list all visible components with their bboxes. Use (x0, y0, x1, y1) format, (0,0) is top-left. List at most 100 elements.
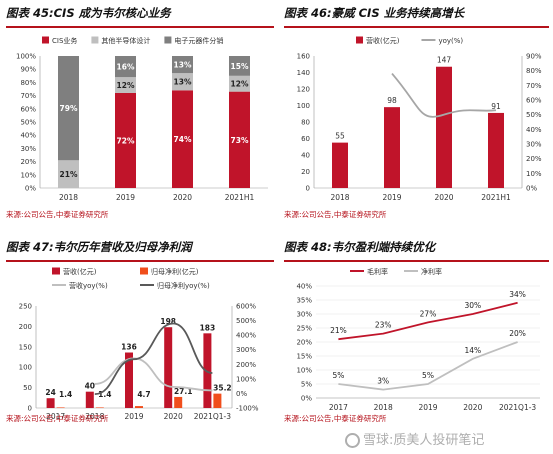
source-note: 来源:公司公告,中泰证券研究所 (284, 414, 387, 423)
chart-cis-share: CIS业务 其他半导体设计 电子元器件分销 0% 10% 20% 30% 40% 50% 60% 7… (16, 36, 268, 202)
profit-data-label: 35.2 (213, 384, 232, 393)
y-tick-label: 0 (306, 185, 310, 193)
y2-tick-label: 80% (526, 67, 542, 75)
revenue-data-label: 198 (160, 317, 176, 326)
x-tick-label: 2021Q1-3 (499, 403, 536, 412)
bar-data-label: 74% (174, 135, 192, 144)
legend-label-0: 毛利率 (367, 267, 388, 276)
legend-label-1: 其他半导体设计 (101, 36, 150, 45)
y2-tick-label: 60% (526, 97, 542, 105)
y-tick-label: 70% (20, 92, 36, 100)
data-label: 20% (509, 329, 526, 338)
x-tick-label: 2020 (434, 193, 453, 202)
bar-data-label: 13% (174, 78, 192, 87)
profit-data-label: 1.4 (59, 390, 72, 399)
revenue-data-label: 40 (85, 382, 95, 391)
y-tick-label: 80 (301, 119, 310, 127)
bar-data-label: 13% (174, 61, 192, 70)
panel-revenue-profit: 图表 47:韦尔历年营收及归母净利润 营收(亿元) 归母净利(亿元) 营收yoy(%… (6, 238, 274, 430)
y-tick-label: 40% (296, 283, 312, 291)
y-tick-label: 40 (301, 152, 310, 160)
profit-bar (174, 396, 183, 408)
y-tick-label: 150 (19, 343, 32, 351)
snowball-icon (345, 433, 360, 448)
yoy-line (391, 73, 497, 118)
bar-segment (229, 56, 250, 76)
x-tick-label: 2018 (85, 412, 104, 420)
y-tick-label: 20% (296, 339, 312, 347)
y-tick-label: 120 (297, 86, 310, 94)
y-tick-label: 250 (19, 303, 32, 311)
data-label: 23% (375, 321, 392, 330)
y-tick-label: 0% (301, 395, 312, 403)
y-tick-label: 50 (23, 384, 32, 392)
legend-swatch-0 (42, 36, 49, 44)
y-tick-label: 20% (20, 158, 36, 166)
y-tick-label: 40% (20, 132, 36, 140)
x-tick-label: 2017 (46, 412, 65, 420)
bar-data-label: 12% (231, 80, 249, 89)
y-tick-label: 20 (301, 168, 310, 176)
y2-tick-label: 20% (526, 155, 542, 163)
bar (332, 142, 348, 188)
revenue-data-label: 24 (45, 388, 55, 397)
bar (488, 112, 504, 188)
y-tick-label: 90% (20, 66, 36, 74)
bar-data-label: 98 (387, 96, 397, 105)
x-tick-label: 2017 (329, 403, 348, 412)
x-tick-label: 2018 (330, 193, 349, 202)
panel-omnivision-growth: 图表 46:豪威 CIS 业务持续高增长 营收(亿元) yoy(%) 0 20 40 60… (284, 4, 549, 222)
bar-segment (115, 56, 136, 78)
y-tick-label: 60% (20, 105, 36, 113)
legend-label: 营收(亿元) (63, 267, 97, 276)
watermark: 雪球:质美人投研笔记 (345, 429, 484, 448)
y-tick-label: 0% (25, 185, 36, 193)
legend-swatch-0 (356, 36, 363, 44)
profit-data-label: 27.1 (174, 387, 193, 396)
y-tick-label: 100% (16, 53, 36, 61)
panel-title: 图表 47:韦尔历年营收及归母净利润 (6, 240, 192, 254)
revenue-yoy-line (94, 357, 213, 392)
bar-segment (115, 77, 136, 93)
y2-tick-label: 90% (526, 53, 542, 61)
y2-tick-label: 0% (236, 390, 247, 398)
net-margin-line (338, 341, 518, 391)
x-tick-label: 2019 (124, 412, 143, 420)
y2-tick-label: 300% (236, 346, 256, 354)
bar-data-label: 72% (117, 136, 135, 145)
y2-tick-label: 30% (526, 141, 542, 149)
x-tick-label: 2020 (463, 403, 482, 412)
gross-margin-line (338, 301, 518, 341)
x-tick-label: 2018 (374, 403, 393, 412)
profit-data-label: 1.4 (98, 390, 111, 399)
revenue-bar (125, 352, 133, 408)
source-note: 来源:公司公告,中泰证券研究所 (6, 414, 109, 423)
y-tick-label: 50% (20, 119, 36, 127)
legend-label: 归母净利yoy(%) (157, 281, 210, 290)
profit-yoy-line (94, 322, 213, 396)
y2-tick-label: 600% (236, 303, 256, 311)
x-tick-label: 2018 (59, 193, 78, 202)
bar-segment (115, 92, 136, 188)
source-note: 来源:公司公告,中泰证券研究所 (284, 210, 387, 219)
revenue-data-label: 183 (200, 323, 216, 332)
y-tick-label: 100 (297, 102, 310, 110)
y2-tick-label: 40% (526, 126, 542, 134)
data-label: 34% (509, 290, 526, 299)
y2-tick-label: 200% (236, 361, 256, 369)
y-tick-label: 80% (20, 79, 36, 87)
profit-bar (213, 393, 222, 408)
bar-data-label: 16% (117, 63, 135, 72)
bar-segment (58, 56, 79, 161)
y2-tick-label: 70% (526, 82, 542, 90)
title-divider (6, 26, 274, 28)
data-label: 14% (464, 346, 481, 355)
legend-label-0: CIS业务 (52, 36, 77, 45)
watermark-text: 雪球:质美人投研笔记 (363, 433, 485, 448)
title-divider (6, 260, 274, 262)
legend-label: 归母净利(亿元) (151, 267, 199, 276)
bar-segment (172, 73, 193, 91)
revenue-bar (46, 398, 55, 408)
source-note: 来源:公司公告,中泰证券研究所 (6, 210, 109, 219)
y2-tick-label: 500% (236, 317, 256, 325)
